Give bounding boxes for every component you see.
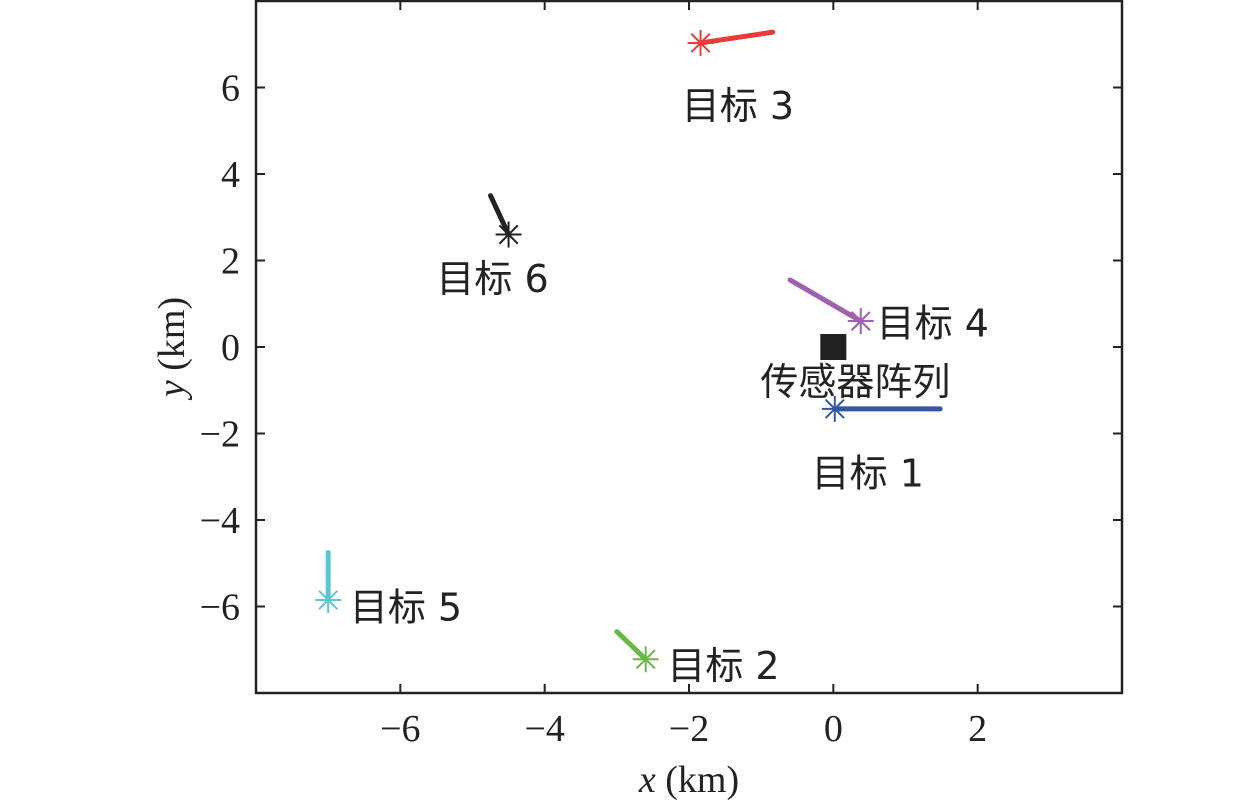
- target-tracks: [325, 29, 943, 662]
- x-tick-label: 2: [968, 708, 987, 750]
- target-label: 目标 1: [812, 451, 924, 495]
- x-tick-label: −6: [380, 708, 420, 750]
- x-tick-label: −4: [524, 708, 564, 750]
- y-tick-label: 2: [221, 241, 240, 283]
- x-tick-label: 0: [824, 708, 843, 750]
- target-marker: [315, 587, 342, 614]
- target-label: 目标 6: [436, 257, 548, 301]
- y-tick-label: −4: [200, 500, 240, 542]
- target-label: 目标 2: [667, 644, 779, 688]
- y-tick-label: 0: [221, 327, 240, 369]
- target-marker: [821, 395, 848, 422]
- x-tick-label: −2: [669, 708, 709, 750]
- target-marker: [632, 646, 659, 673]
- sensor-array-marker: [820, 334, 847, 360]
- target-label: 目标 4: [877, 301, 989, 345]
- sensor-array-label: 传感器阵列: [760, 360, 950, 404]
- x-axis-label: x (km): [638, 759, 739, 801]
- y-axis-label: y (km): [151, 297, 193, 401]
- y-tick-label: −2: [200, 414, 240, 456]
- target-label: 目标 5: [350, 586, 462, 630]
- target-track: [787, 277, 864, 324]
- annotation-labels: 目标 1 目标 2 目标 3 目标 4 目标 5 目标 6 传感器阵列: [350, 84, 989, 688]
- target-track: [488, 193, 512, 238]
- y-tick-label: 6: [221, 68, 240, 110]
- target-label: 目标 3: [682, 84, 794, 128]
- target-track: [698, 29, 776, 46]
- target-marker: [495, 221, 522, 248]
- y-tick-label: −6: [200, 587, 240, 629]
- target-markers: [315, 29, 874, 673]
- axis-ticks: −6 −4 −2 0 2 −6 −4 −2 0 2 4 6: [200, 1, 1122, 750]
- y-tick-label: 4: [221, 154, 240, 196]
- target-marker: [687, 29, 714, 56]
- target-marker: [847, 308, 874, 335]
